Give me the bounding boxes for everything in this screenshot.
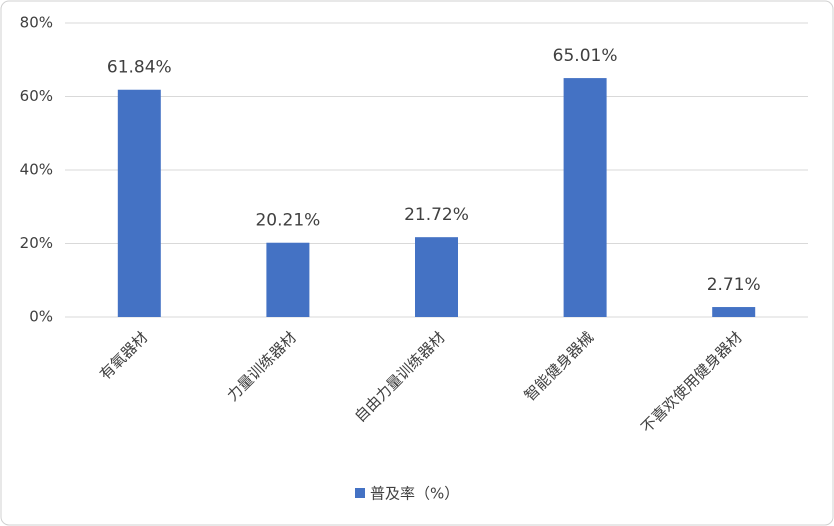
- bar: [266, 242, 310, 317]
- y-tick-label: 0%: [29, 308, 53, 326]
- legend-label: 普及率（%）: [370, 485, 459, 503]
- data-label: 61.84%: [107, 58, 172, 78]
- data-label: 20.21%: [255, 211, 320, 231]
- legend-swatch: [355, 488, 365, 498]
- bar: [415, 237, 458, 317]
- bar: [117, 89, 161, 317]
- bar: [563, 78, 607, 317]
- data-label: 2.71%: [707, 275, 761, 295]
- data-label: 65.01%: [553, 46, 618, 66]
- data-label: 21.72%: [404, 205, 469, 225]
- y-tick-label: 20%: [20, 234, 53, 252]
- bar: [712, 307, 756, 317]
- y-tick-label: 40%: [20, 161, 53, 179]
- y-tick-label: 60%: [20, 87, 53, 105]
- y-tick-label: 80%: [20, 14, 53, 32]
